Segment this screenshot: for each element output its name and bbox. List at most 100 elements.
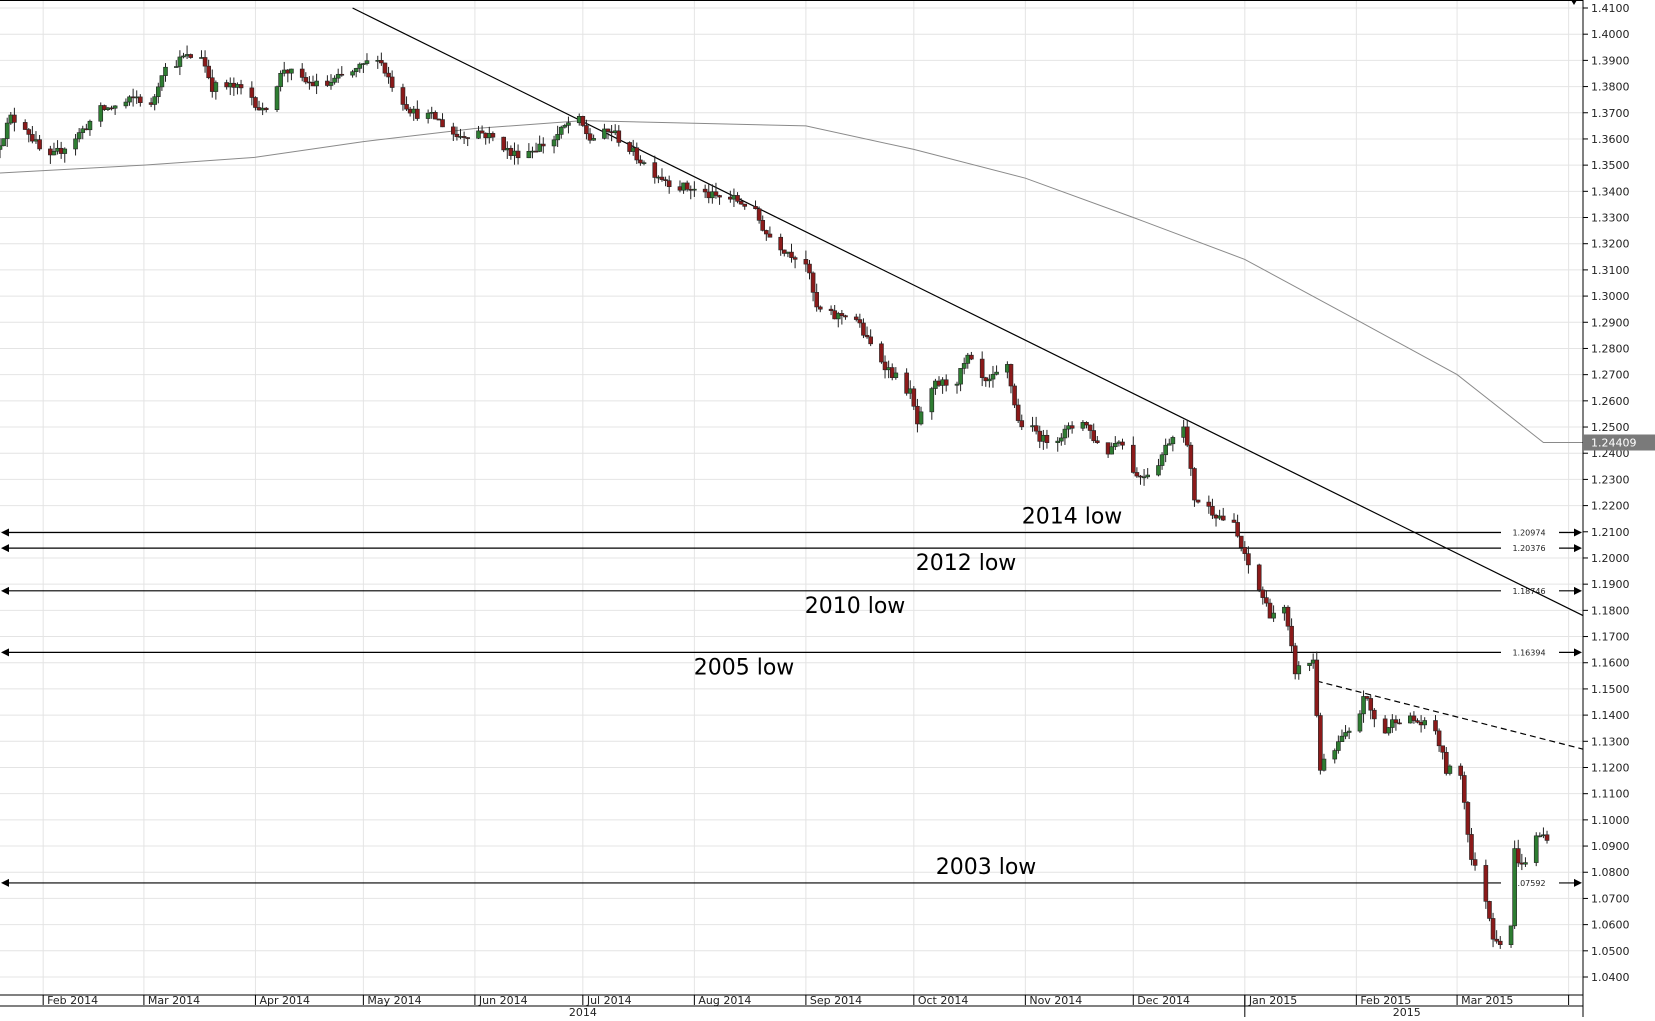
candle-body bbox=[1238, 535, 1244, 548]
price-tag-label: 1.24409 bbox=[1591, 437, 1637, 450]
candle-body bbox=[461, 136, 467, 138]
y-tick-label: 1.2500 bbox=[1591, 421, 1630, 434]
y-tick-label: 1.3500 bbox=[1591, 159, 1630, 172]
level-label-bg bbox=[1501, 526, 1559, 539]
marker-icon bbox=[1571, 0, 1577, 5]
y-tick-label: 1.1800 bbox=[1591, 604, 1630, 617]
candle-body bbox=[1533, 835, 1539, 863]
candle-body bbox=[1368, 698, 1374, 711]
candle-body bbox=[1120, 441, 1125, 446]
candle-body bbox=[911, 388, 917, 407]
candle-body bbox=[159, 75, 165, 88]
candle-body bbox=[562, 125, 568, 128]
level-value-label: 1.07592 bbox=[1512, 879, 1545, 888]
candle-body bbox=[465, 137, 471, 139]
candle-body bbox=[684, 182, 690, 190]
y-tick-label: 1.0900 bbox=[1591, 840, 1630, 853]
arrow-left-icon bbox=[1, 648, 9, 657]
candle-body bbox=[1170, 437, 1176, 445]
candle-body bbox=[958, 368, 963, 385]
candle-body bbox=[1044, 434, 1050, 443]
candle-body bbox=[314, 80, 319, 87]
candle-body bbox=[1397, 722, 1402, 725]
candle-body bbox=[1433, 720, 1438, 732]
candle-body bbox=[803, 259, 809, 265]
candle-body bbox=[1361, 696, 1366, 715]
candle-body bbox=[454, 133, 460, 138]
candle-body bbox=[1447, 765, 1453, 774]
level-annotation: 2003 low bbox=[936, 855, 1037, 880]
candle-body bbox=[1231, 519, 1237, 523]
arrow-right-icon bbox=[1574, 528, 1582, 537]
candle-body bbox=[62, 148, 68, 154]
candle-body bbox=[1415, 720, 1420, 723]
candle-body bbox=[1091, 430, 1097, 442]
candle-body bbox=[22, 122, 28, 130]
candle-body bbox=[566, 122, 571, 126]
candle-body bbox=[641, 162, 647, 164]
candle-body bbox=[1087, 424, 1093, 431]
candle-body bbox=[889, 367, 895, 378]
candle-body bbox=[501, 136, 506, 151]
candle-body bbox=[87, 120, 93, 131]
candle-body bbox=[1235, 522, 1240, 537]
arrow-right-icon bbox=[1574, 878, 1582, 887]
level-label-bg bbox=[1501, 584, 1559, 597]
candle-body bbox=[1483, 865, 1489, 902]
y-tick-label: 1.2900 bbox=[1591, 316, 1630, 329]
candle-body bbox=[904, 372, 909, 394]
y-tick-label: 1.1000 bbox=[1591, 814, 1630, 827]
candle-body bbox=[1289, 625, 1294, 647]
candle-body bbox=[1544, 834, 1550, 841]
x-tick-label: Apr 2014 bbox=[259, 994, 310, 1007]
candle-body bbox=[1523, 862, 1528, 865]
year-label: 2015 bbox=[1393, 1006, 1421, 1017]
y-tick-label: 1.3200 bbox=[1591, 238, 1630, 251]
candle-body bbox=[188, 54, 193, 58]
y-tick-label: 1.3700 bbox=[1591, 107, 1630, 120]
y-tick-label: 1.2600 bbox=[1591, 395, 1630, 408]
candle-body bbox=[1156, 465, 1161, 476]
candle-body bbox=[1, 138, 6, 147]
y-tick-label: 1.1600 bbox=[1591, 657, 1630, 670]
candle-body bbox=[515, 150, 521, 159]
level-annotation: 2012 low bbox=[916, 551, 1017, 576]
candle-body bbox=[12, 114, 17, 123]
candle-body bbox=[4, 122, 10, 139]
candle-body bbox=[1260, 589, 1266, 598]
y-tick-label: 1.0800 bbox=[1591, 866, 1630, 879]
candle-body bbox=[382, 62, 388, 74]
candle-body bbox=[173, 66, 179, 68]
candle-body bbox=[792, 257, 798, 260]
candle-body bbox=[807, 263, 812, 274]
candle-body bbox=[1382, 718, 1388, 734]
candle-body bbox=[152, 96, 158, 105]
candle-body bbox=[551, 139, 557, 147]
candle-body bbox=[389, 76, 395, 88]
support-levels: 1.20974 2014 low 1.20376 2012 low 1.18746 201… bbox=[1, 504, 1582, 889]
candle-body bbox=[868, 336, 873, 345]
candle-body bbox=[1494, 938, 1499, 942]
candle-body bbox=[1055, 440, 1061, 443]
candle-body bbox=[299, 68, 305, 78]
x-tick-label: Dec 2014 bbox=[1137, 994, 1190, 1007]
candle-body bbox=[817, 306, 823, 310]
candle-body bbox=[433, 112, 438, 120]
x-tick-label: Sep 2014 bbox=[810, 994, 862, 1007]
candle-body bbox=[1130, 444, 1136, 473]
candle-body bbox=[1364, 696, 1370, 699]
candle-body bbox=[1508, 925, 1514, 945]
candle-body bbox=[274, 86, 280, 111]
candle-body bbox=[1163, 444, 1168, 456]
candle-body bbox=[127, 96, 132, 103]
level-label-bg bbox=[1501, 646, 1559, 659]
candle-body bbox=[73, 138, 78, 150]
candle-body bbox=[163, 66, 168, 76]
y-tick-label: 1.2100 bbox=[1591, 526, 1630, 539]
candle-body bbox=[1461, 775, 1467, 803]
candle-body bbox=[1465, 802, 1471, 835]
candle-body bbox=[353, 68, 359, 73]
candle-body bbox=[738, 201, 744, 205]
